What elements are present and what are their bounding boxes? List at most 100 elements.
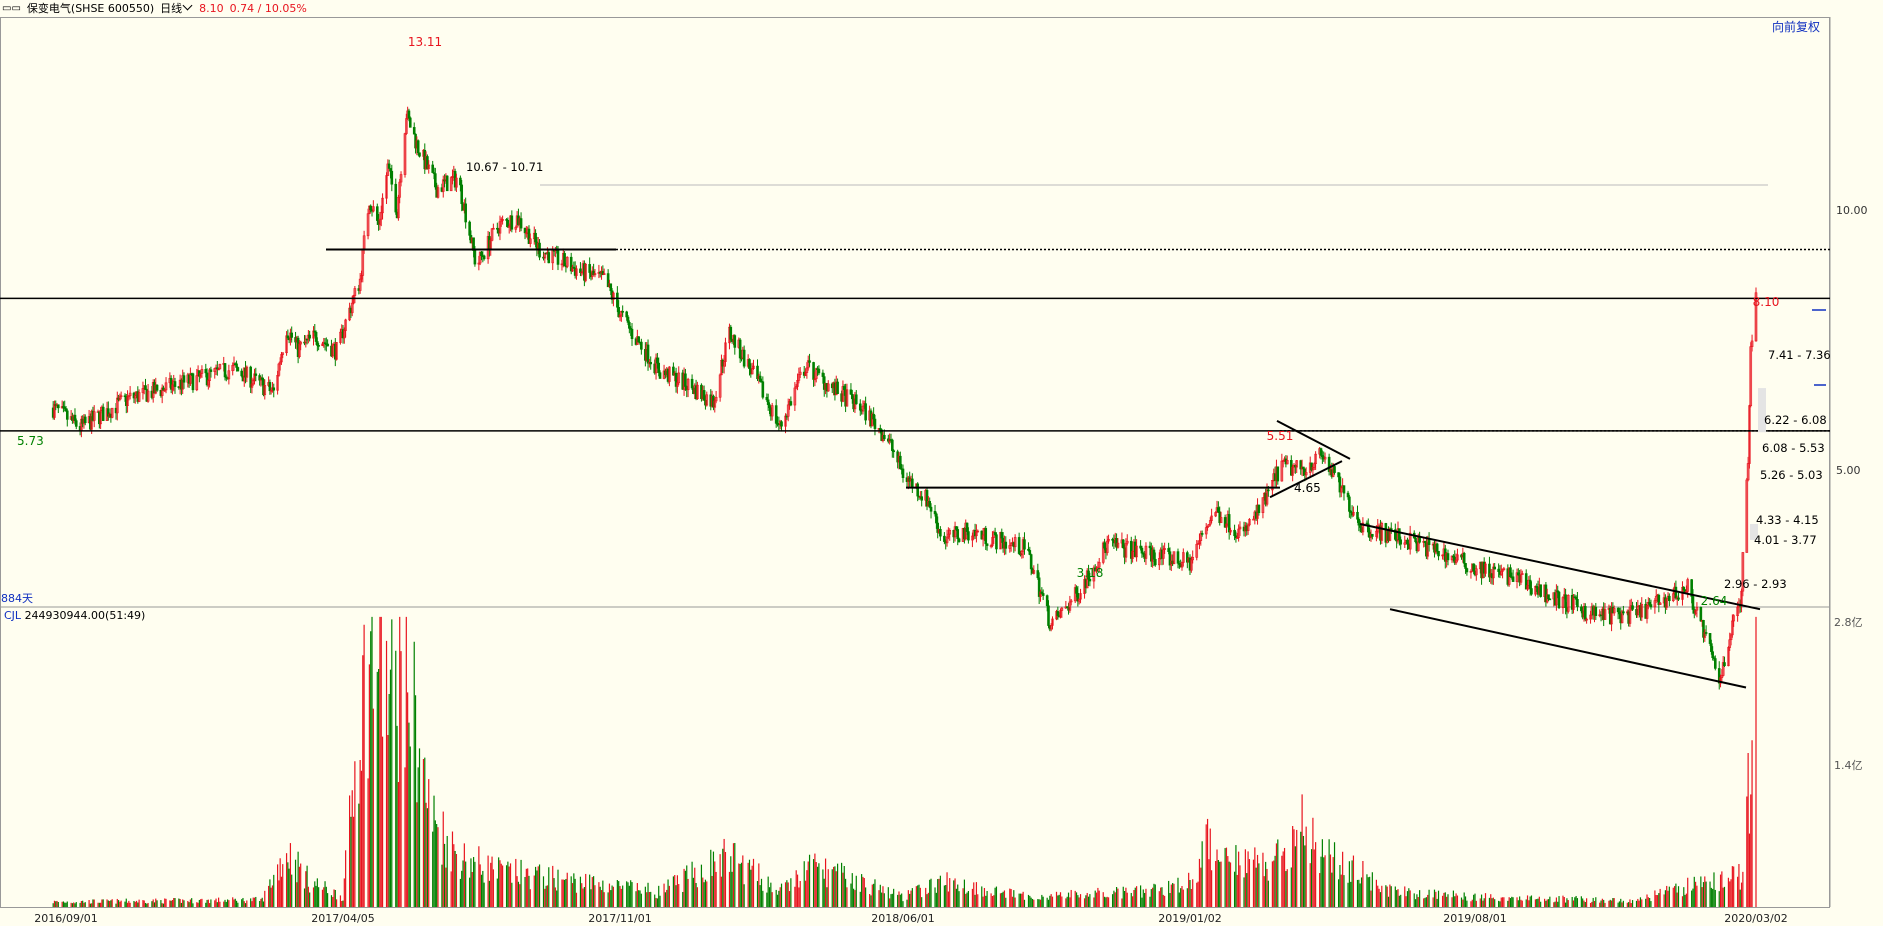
candle-body (426, 156, 429, 169)
candle-body (1509, 567, 1512, 578)
candle-body (569, 256, 573, 272)
candle-body (916, 483, 919, 497)
candle-body (1690, 579, 1693, 597)
candle-body (1124, 542, 1128, 558)
candle-body (1129, 540, 1133, 559)
candle-body (634, 338, 638, 345)
candle-body (653, 363, 657, 374)
candle-body (1671, 593, 1675, 601)
candle-body (490, 228, 494, 241)
candle-body (817, 368, 821, 374)
candle-body (821, 372, 825, 377)
candle-body (565, 256, 569, 267)
period-selector[interactable]: 日线 (160, 0, 193, 16)
stock-name[interactable]: 保变电气(SHSE 600550) (26, 2, 155, 15)
candle-body (1144, 545, 1148, 559)
candle-body (1125, 540, 1129, 544)
candle-body (1179, 564, 1182, 568)
candle-body (1261, 497, 1265, 514)
candle-body (1227, 514, 1231, 533)
candle-body (892, 450, 895, 453)
candle-body (1264, 493, 1267, 505)
candle-body (1254, 511, 1258, 519)
candle-body (1206, 526, 1209, 528)
candle-body (1303, 468, 1307, 476)
candle-body (1528, 579, 1532, 589)
candle-body (674, 372, 678, 387)
candle-body (1435, 543, 1439, 552)
price-label: 2.64 (1701, 594, 1728, 608)
candle-body (1425, 542, 1428, 557)
candle-body (808, 360, 811, 363)
candle-body (349, 307, 353, 314)
candle-body (1012, 542, 1016, 548)
candle-body (1214, 512, 1217, 517)
volume-indicator-name[interactable]: CJL (4, 609, 22, 622)
candle-body (353, 288, 357, 296)
candle-body (836, 381, 839, 394)
candle-body (844, 389, 847, 407)
candle-body (1493, 566, 1496, 570)
candle-body (1200, 533, 1204, 535)
candle-body (1068, 601, 1072, 611)
candle-body (1464, 563, 1467, 569)
candle-body (1603, 609, 1607, 620)
candle-body (427, 164, 431, 169)
candle-body (1511, 576, 1515, 582)
channel-upper (1359, 522, 1761, 611)
candle-body (1143, 553, 1146, 559)
candle-body (534, 232, 537, 243)
candle-body (1620, 611, 1624, 624)
candle-body (588, 264, 591, 273)
candle-body (1570, 594, 1574, 610)
candle-body (1245, 525, 1249, 531)
candle-body (1711, 651, 1714, 659)
candle-body (628, 322, 631, 329)
candle-body (684, 373, 687, 387)
candle-body (905, 477, 909, 482)
list-icon[interactable]: ▭▭ (2, 2, 21, 14)
candle-body (920, 496, 923, 501)
candle-body (1171, 560, 1174, 565)
candle-body (729, 326, 733, 340)
candle-body (268, 382, 272, 392)
candle-body (869, 410, 873, 427)
candle-body (1658, 602, 1662, 605)
candle-body (657, 362, 661, 373)
candle-body (752, 365, 755, 369)
candle-body (1204, 527, 1208, 535)
adjust-button[interactable]: 向前复权 (1772, 20, 1821, 34)
candle-body (749, 368, 753, 375)
candle-body (1564, 594, 1567, 608)
candle-body (227, 370, 231, 380)
candle-body (625, 311, 628, 318)
candle-body (1176, 551, 1180, 564)
candle-body (1000, 532, 1004, 539)
candle-body (908, 477, 911, 482)
candle-body (1635, 609, 1638, 616)
candle-body (204, 369, 208, 374)
candle-body (672, 366, 675, 376)
candle-body (939, 528, 942, 537)
candle-body (1572, 596, 1575, 610)
candle-body (1619, 613, 1623, 624)
price-label: 5.73 (17, 434, 44, 448)
candle-body (658, 372, 662, 379)
candle-body (630, 328, 634, 340)
candle-body (1101, 542, 1105, 563)
candle-body (73, 414, 77, 421)
candle-body (963, 527, 966, 540)
drawing-lines-layer (0, 184, 1830, 689)
candle-body (1346, 492, 1350, 498)
candle-body (1754, 292, 1758, 342)
candle-body (397, 196, 400, 219)
candle-body (933, 510, 937, 515)
candle-body (488, 236, 491, 251)
candle-body (602, 273, 606, 275)
candle-body (899, 455, 902, 470)
candle-body (784, 415, 787, 427)
candle-body (887, 438, 890, 442)
candle-body (965, 522, 969, 532)
candle-body (1741, 552, 1745, 592)
